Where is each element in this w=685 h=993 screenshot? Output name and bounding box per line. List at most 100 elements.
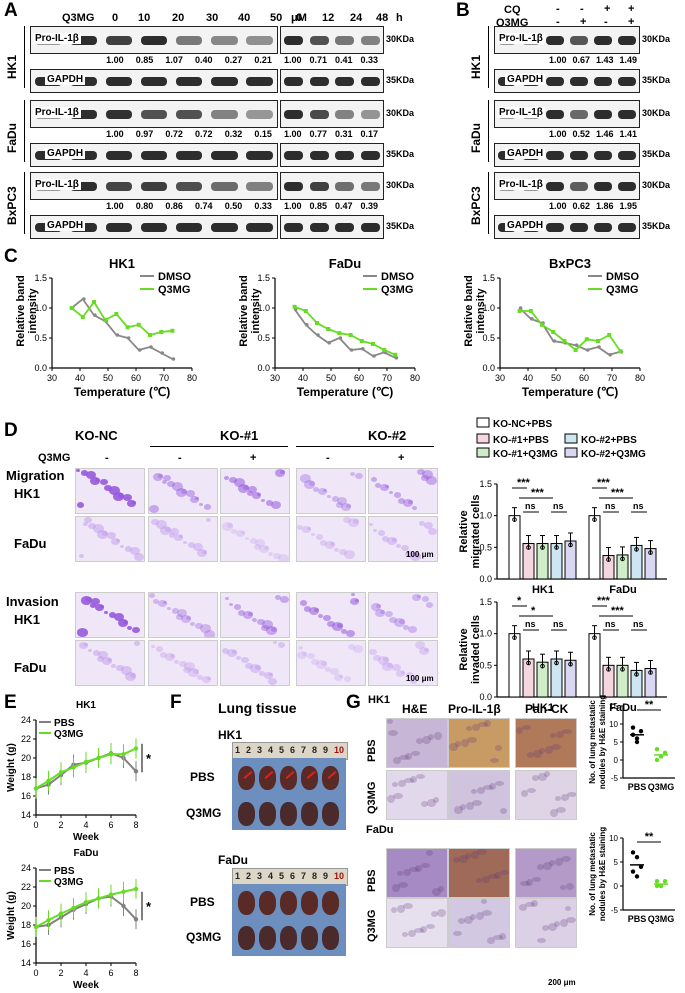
d-dot: [554, 545, 559, 550]
c-x-tick-label: 30: [270, 373, 280, 383]
d-dot: [634, 672, 639, 677]
g-y-tick-label: 10: [609, 834, 618, 843]
d-cell-cluster: [346, 630, 355, 637]
g-tissue-texture: [471, 789, 477, 794]
g-point: [654, 747, 660, 752]
a-time-protein-blot-band: [284, 110, 304, 119]
g-tissue-texture: [398, 780, 406, 787]
g-tissue-texture: [399, 755, 409, 760]
e-y-tick-label: 22: [21, 734, 31, 744]
d-transwell-image: [368, 468, 438, 514]
d-cell-cluster: [403, 625, 409, 630]
g-ylabel-line1: No. of lung metastatic: [588, 832, 597, 916]
e-x-tick-label: 6: [108, 968, 113, 978]
d-cell-cluster: [156, 520, 167, 529]
b-gapdh-blot-band: [593, 151, 613, 160]
g-tissue-texture: [539, 748, 545, 754]
dose-50: 50: [270, 12, 283, 24]
d-cell-cluster: [190, 622, 195, 626]
c-legend-label: Q3MG: [158, 284, 190, 296]
g-ihc-image: [515, 898, 577, 948]
c-title-FaDu: FaDu: [329, 256, 362, 271]
a-kda-30: 30KDa: [386, 180, 415, 190]
a-time-gapdh-blot-band: [309, 151, 329, 160]
c-x-tick-label: 60: [354, 373, 364, 383]
d-cell-cluster: [86, 471, 96, 479]
d-cell-cluster: [248, 486, 257, 494]
c-point-q3mg: [551, 330, 556, 334]
d-cell-cluster: [149, 593, 155, 598]
c-title-HK1: HK1: [109, 256, 135, 271]
d-cell-cluster: [90, 603, 96, 608]
c-point-q3mg: [92, 300, 96, 304]
g-tissue-texture: [521, 790, 528, 797]
a-kda-35: 35KDa: [386, 149, 415, 159]
e-legend-label: Q3MG: [54, 877, 84, 888]
d-cell-cluster: [419, 521, 425, 526]
d-cell-cluster: [167, 607, 171, 611]
d-cell-cluster: [408, 626, 417, 634]
f-lung-specimen: [322, 766, 339, 790]
g-tissue-texture: [470, 914, 476, 920]
f-lung-specimen: [259, 926, 276, 950]
a-protein-label: Pro-IL-1β: [33, 33, 81, 44]
d-cell-cluster: [332, 496, 339, 502]
g-ihc-image: [515, 770, 577, 820]
a-dose-protein-blot-band: [105, 36, 133, 45]
g-tissue-texture: [490, 758, 499, 763]
g-tissue-texture: [453, 931, 462, 936]
d-cell-cluster: [271, 627, 277, 632]
d-cell-cluster: [334, 674, 343, 682]
d-cell-cluster: [104, 485, 112, 492]
c-x-tick-label: 70: [382, 373, 392, 383]
c-point-dmso: [586, 348, 590, 352]
g-tissue-texture: [393, 793, 403, 799]
a-protein-label: Pro-IL-1β: [33, 107, 81, 118]
a-kda-30: 30KDa: [386, 108, 415, 118]
b-kda-30: 30KDa: [642, 180, 671, 190]
g-ihc-image: [386, 718, 448, 768]
b-quant-value: 1.00: [548, 129, 567, 139]
a-dose-quant: 1.00 0.80 0.86 0.74 0.50 0.33: [100, 201, 278, 211]
d-y-tick-label: 0.0: [479, 574, 492, 584]
d-y-tick-label: 0.5: [479, 542, 492, 552]
c-point-q3mg: [393, 352, 398, 357]
a-dose-protein-blot-band: [105, 182, 133, 191]
g-tissue-texture: [556, 731, 564, 738]
g-tissue-texture: [392, 884, 400, 892]
g-point: [658, 754, 664, 759]
d-cell-cluster: [336, 502, 343, 508]
c-point-q3mg: [159, 330, 164, 334]
d-cell-cluster: [183, 541, 187, 545]
a-dose-gapdh-blot-band: [246, 223, 273, 232]
f-ruler-number: 10: [334, 745, 345, 755]
d-cell-cluster: [245, 663, 253, 670]
d-cell-cluster: [100, 479, 108, 486]
d-sig-label: ***: [611, 605, 625, 617]
g-tissue-texture: [455, 741, 461, 747]
g-tissue-texture: [483, 785, 493, 790]
d-cell-cluster: [156, 646, 163, 652]
a-time-gapdh-blot-band: [284, 223, 304, 232]
g-tissue-texture: [565, 906, 571, 911]
cq-label: CQ: [504, 4, 521, 16]
b-protein-blot-band: [545, 182, 565, 191]
b-quant-value: 0.62: [572, 201, 591, 211]
d-cell-cluster: [309, 481, 315, 486]
a-time-gapdh-blot-band: [360, 223, 380, 232]
g-tissue-texture: [495, 781, 504, 786]
b-quant-value: 1.95: [619, 201, 638, 211]
d-cell-cluster: [202, 550, 207, 554]
a-time-protein-blot-band: [284, 36, 304, 45]
d-cell-cluster: [160, 652, 167, 658]
a-time-gapdh-blot-band: [284, 77, 304, 86]
g-tissue-texture: [472, 724, 480, 731]
d-cell-cluster: [403, 499, 413, 507]
d-cell-cluster: [385, 485, 389, 489]
d-bar: [588, 515, 601, 580]
g-point: [654, 879, 660, 884]
b-gapdh-blot-band: [545, 223, 565, 232]
g-tissue-texture: [388, 730, 398, 736]
a-cell-line-HK1: HK1: [5, 54, 19, 79]
g-y-tick-label: -5: [611, 774, 619, 783]
